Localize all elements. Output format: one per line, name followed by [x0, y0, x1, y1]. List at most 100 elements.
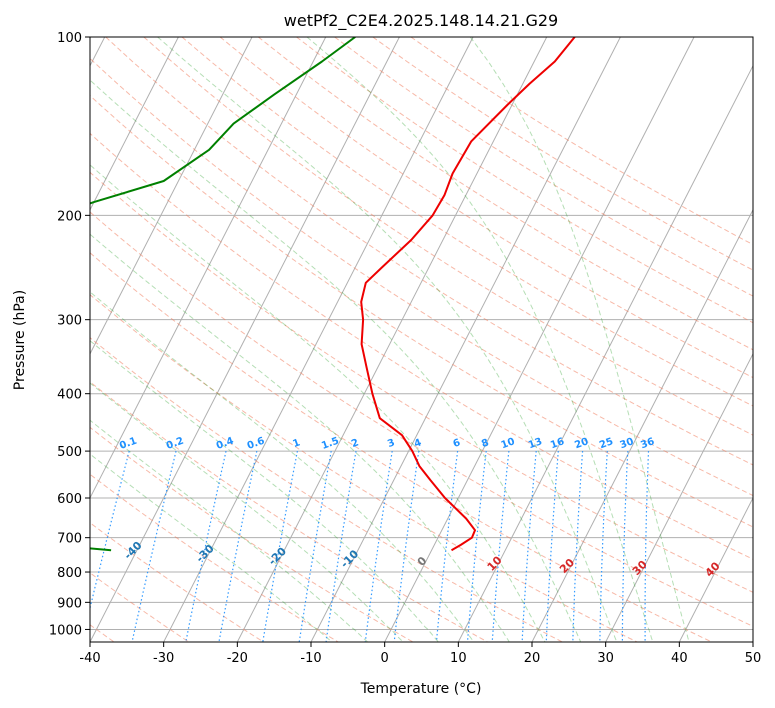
skewed-isotherms [90, 37, 753, 642]
chart-title: wetPf2_C2E4.2025.148.14.21.G29 [284, 11, 558, 31]
dry-adiabat [90, 57, 753, 497]
mixing-ratio-line [185, 450, 227, 642]
y-tick-label: 900 [57, 596, 82, 611]
y-axis-label: Pressure (hPa) [12, 290, 28, 390]
plot-area: 0.1 0.2 0.4 0.6 1 1.5 2 3 4 6 8 10 13 16 20 25 30 36-40 -3… [90, 37, 753, 642]
dry-adiabat [90, 572, 190, 642]
y-tick-label: 800 [57, 566, 82, 581]
mixing-ratio-line [364, 451, 393, 642]
x-tick-label: 10 [450, 651, 467, 666]
mixing-ratio-label: 1 [291, 437, 301, 450]
dry-adiabat [90, 522, 264, 642]
mixing-ratio-label: 13 [527, 436, 544, 451]
dry-adiabat [181, 37, 753, 407]
mixing-ratio-label: 8 [480, 437, 490, 450]
dry-adiabat [334, 37, 753, 297]
isotherm-line [531, 208, 753, 642]
moist-adiabat [90, 419, 368, 642]
mixing-ratio-line [572, 451, 584, 642]
adiabat-labels: 0.1 0.2 0.4 0.6 1 1.5 2 3 4 6 8 10 13 16 20 25 30 36-40 -3… [118, 436, 723, 580]
dry-adiabat [143, 37, 753, 436]
dry-adiabat [257, 37, 753, 351]
moist-adiabat [306, 37, 654, 642]
moist-adiabat [90, 233, 510, 642]
isotherm-line [384, 37, 695, 642]
y-tick-label: 500 [57, 445, 82, 460]
mixing-ratio-line [393, 451, 420, 642]
mixing-ratio-label: 3 [386, 437, 396, 450]
dry-adiabat [90, 94, 753, 528]
dry-adiabat [90, 132, 753, 560]
dry-adiabat [296, 37, 753, 324]
x-tick-label: -10 [300, 651, 321, 666]
mixing-ratio-label: 2 [350, 437, 360, 450]
dry-adiabat [90, 211, 753, 628]
isotherm-line [310, 37, 621, 642]
mixing-ratio-label: 4 [413, 437, 423, 450]
moist-adiabat [469, 37, 690, 642]
mixing-ratio-line [491, 451, 510, 642]
mixing-ratio-label: 30 [618, 436, 635, 451]
x-tick-label: 50 [745, 651, 762, 666]
moist-adiabat [90, 164, 546, 642]
isotherm-line [163, 37, 474, 642]
mixing-ratio-line [621, 451, 629, 642]
dry-adiabats [90, 37, 753, 642]
dry-adiabat [90, 252, 712, 642]
mixing-ratio-line [466, 451, 487, 642]
y-tick-label: 1000 [49, 623, 82, 638]
mixing-ratio-label: 10 [500, 436, 517, 451]
x-tick-label: -40 [79, 651, 100, 666]
isotherm-line [605, 352, 753, 642]
y-tick-label: 300 [57, 314, 82, 329]
dry-adiabat [90, 381, 488, 642]
isotherm-line [457, 64, 753, 642]
x-tick-label: 30 [597, 651, 614, 666]
x-tick-label: 20 [524, 651, 541, 666]
mixing-ratio-line [599, 451, 608, 642]
mixing-ratio-label: 1.5 [320, 436, 340, 452]
y-axis-ticks: 100 200 300 400 500 600 700 800 900 1000 [49, 31, 90, 638]
pressure-gridlines [90, 37, 753, 630]
y-tick-label: 600 [57, 492, 82, 507]
dry-adiabat [90, 426, 414, 642]
x-tick-label: -20 [227, 651, 248, 666]
isotherm-line [90, 37, 179, 211]
dry-adiabat-label: 0 [415, 554, 430, 569]
y-tick-label: 100 [57, 31, 82, 46]
mixing-ratio-label: 20 [573, 436, 590, 451]
mixing-ratio-line [298, 450, 332, 642]
mixing-ratio-line [644, 451, 650, 642]
mixing-ratio-label: 0.6 [246, 436, 266, 452]
moist-adiabat [90, 453, 333, 642]
mixing-ratio-label: 0.4 [215, 436, 235, 452]
y-tick-label: 400 [57, 388, 82, 403]
mixing-ratio-line [545, 451, 559, 642]
sounding-profiles [90, 37, 576, 552]
mixing-ratio-line [262, 450, 298, 642]
mixing-ratio-label: 25 [598, 436, 615, 451]
isotherm-line [678, 496, 753, 642]
x-axis-ticks: -40 -30 -20 -10 0 10 20 30 40 50 [79, 642, 761, 666]
temperature-profile [360, 37, 576, 552]
moist-adiabat [90, 382, 404, 642]
moist-adiabat [90, 340, 439, 642]
isotherm-line [236, 37, 548, 642]
moist-adiabats [90, 37, 690, 642]
isotherm-line [752, 640, 753, 642]
mixing-ratio-label: 6 [452, 437, 462, 450]
dry-adiabat [105, 37, 753, 466]
mixing-ratio-line [131, 450, 177, 642]
dry-adiabat [90, 473, 339, 642]
x-axis-label: Temperature (°C) [360, 681, 482, 697]
mixing-ratio-label: 36 [639, 436, 656, 451]
mixing-ratio-line [90, 450, 130, 611]
plot-frame [89, 36, 754, 643]
mixing-ratio-label: 0.2 [165, 436, 185, 452]
isotherm-line [90, 37, 253, 356]
x-tick-label: 40 [671, 651, 688, 666]
isotherm-line [90, 37, 400, 642]
dry-adiabat [90, 171, 753, 593]
x-tick-label: 0 [381, 651, 389, 666]
